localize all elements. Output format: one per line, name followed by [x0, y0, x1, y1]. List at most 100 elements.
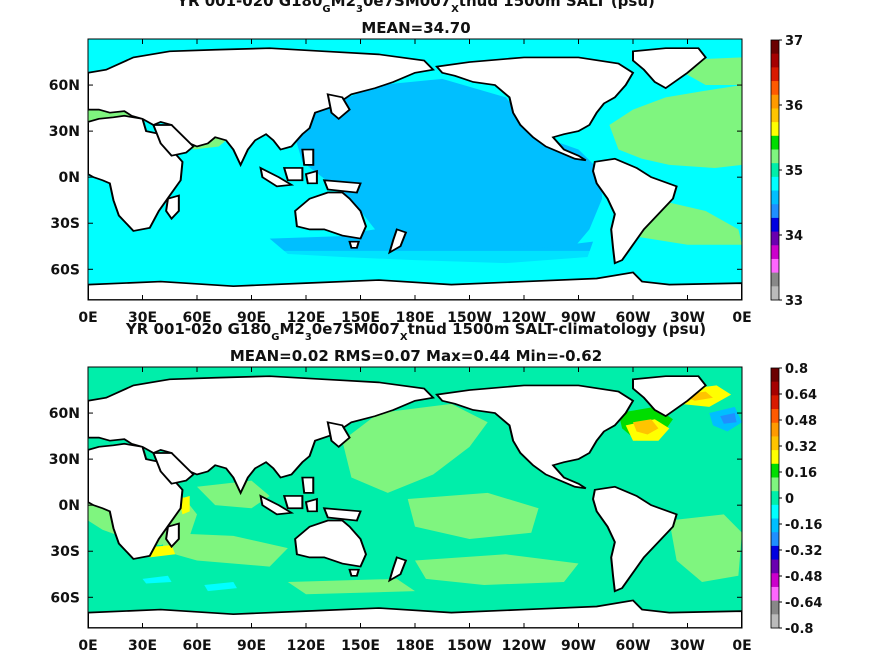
x-tick-label: 0E: [78, 310, 97, 326]
top-y-axis: 60N 30N 0N 30S 60S: [49, 78, 742, 278]
colorbar-segment: [771, 135, 779, 150]
colorbar-segment: [771, 258, 779, 274]
y-tick-label: 30S: [50, 544, 80, 560]
bottom-colorbar: 0.8 0.64 0.48 0.32 0.16 0 -0.16 -0.32 -0.48 -0.64…: [770, 362, 822, 637]
y-tick-label: 60N: [49, 78, 80, 94]
colorbar-segment: [771, 176, 779, 192]
colorbar-segment: [771, 204, 779, 219]
x-tick-label: 180E: [396, 310, 435, 326]
colorbar-label: 37: [785, 34, 803, 49]
colorbar-segment: [771, 163, 779, 178]
colorbar-segment: [771, 149, 779, 164]
bottom-y-axis: 60N 30N 0N 30S 60S: [49, 406, 742, 606]
colorbar-segment: [771, 40, 779, 55]
x-tick-label: 60W: [616, 310, 651, 326]
colorbar-segment: [771, 436, 779, 451]
colorbar-segment: [771, 395, 779, 410]
colorbar-label: 33: [785, 294, 803, 309]
colorbar-segment: [771, 600, 779, 615]
top-subtitle: MEAN=34.70: [361, 19, 470, 37]
x-tick-label: 180E: [396, 638, 435, 654]
y-tick-label: 0N: [59, 170, 80, 186]
colorbar-label: 0.48: [785, 414, 817, 429]
y-tick-label: 60N: [49, 406, 80, 422]
x-tick-label: 0E: [78, 638, 97, 654]
colorbar-label: 0.64: [785, 388, 817, 403]
bottom-subtitle: MEAN=0.02 RMS=0.07 Max=0.44 Min=-0.62: [230, 347, 602, 365]
y-tick-label: 30N: [49, 452, 80, 468]
colorbar-segment: [771, 518, 779, 533]
top-panel: YR 001-020 G180GM230e7SM007Xtnud 1500m S…: [49, 0, 803, 326]
colorbar-segment: [771, 81, 779, 96]
bottom-panel: YR 001-020 G180GM230e7SM007Xtnud 1500m S…: [49, 320, 823, 654]
colorbar-label: 35: [785, 164, 803, 179]
colorbar-label: 0.32: [785, 440, 817, 455]
x-tick-label: 150W: [447, 638, 492, 654]
colorbar-label: 34: [785, 229, 803, 244]
colorbar-label: -0.8: [785, 622, 813, 637]
colorbar-segment: [771, 463, 779, 478]
x-tick-label: 60E: [182, 310, 211, 326]
y-tick-label: 30S: [50, 216, 80, 232]
top-map: [87, 38, 743, 301]
colorbar-label: 0.8: [785, 362, 808, 377]
colorbar-segment: [771, 122, 779, 137]
x-tick-label: 30W: [670, 310, 705, 326]
colorbar-label: -0.32: [785, 544, 822, 559]
colorbar-segment: [771, 532, 779, 547]
colorbar-segment: [771, 409, 779, 424]
colorbar-segment: [771, 217, 779, 233]
x-tick-label: 120E: [287, 638, 326, 654]
colorbar-segment: [771, 504, 779, 520]
bottom-map: [87, 366, 743, 629]
x-tick-label: 60W: [616, 638, 651, 654]
x-tick-label: 60E: [182, 638, 211, 654]
colorbar-label: 36: [785, 99, 803, 114]
x-tick-label: 150E: [341, 310, 380, 326]
y-tick-label: 30N: [49, 124, 80, 140]
colorbar-segment: [771, 94, 779, 109]
colorbar-segment: [771, 245, 779, 260]
x-tick-label: 0E: [732, 638, 751, 654]
x-tick-label: 90E: [237, 310, 266, 326]
x-tick-label: 90W: [561, 310, 596, 326]
colorbar-label: 0.16: [785, 466, 817, 481]
y-tick-label: 0N: [59, 498, 80, 514]
colorbar-segment: [771, 450, 779, 465]
colorbar-segment: [771, 381, 779, 396]
colorbar-segment: [771, 190, 779, 205]
y-tick-label: 60S: [50, 262, 80, 278]
colorbar-label: 0: [785, 492, 794, 507]
colorbar-segment: [771, 286, 779, 301]
x-tick-label: 120W: [502, 638, 547, 654]
colorbar-segment: [771, 272, 779, 287]
x-tick-label: 90W: [561, 638, 596, 654]
x-tick-label: 30E: [128, 638, 157, 654]
top-x-axis: 0E 30E 60E 90E 120E 150E 180E 150W 120W 90W 60W 30W…: [78, 39, 752, 326]
colorbar-segment: [771, 614, 779, 629]
x-tick-label: 150E: [341, 638, 380, 654]
colorbar-segment: [771, 545, 779, 561]
top-colorbar: 37 36 35 34 33: [770, 34, 803, 309]
bottom-x-axis: 0E 30E 60E 90E 120E 150E 180E 150W 120W 90W 60W 30W…: [78, 367, 752, 654]
colorbar-label: -0.16: [785, 518, 822, 533]
x-tick-label: 0E: [732, 310, 751, 326]
x-tick-label: 120E: [287, 310, 326, 326]
colorbar-label: -0.64: [785, 596, 822, 611]
colorbar-segment: [771, 559, 779, 574]
x-tick-label: 30W: [670, 638, 705, 654]
y-tick-label: 60S: [50, 590, 80, 606]
top-title: YR 001-020 G180GM230e7SM007Xtnud 1500m S…: [176, 0, 655, 15]
colorbar-segment: [771, 368, 779, 383]
colorbar-label: -0.48: [785, 570, 822, 585]
colorbar-segment: [771, 477, 779, 492]
colorbar-segment: [771, 586, 779, 602]
bottom-title: YR 001-020 G180GM230e7SM007Xtnud 1500m S…: [125, 320, 706, 343]
colorbar-segment: [771, 422, 779, 437]
colorbar-segment: [771, 491, 779, 506]
colorbar-segment: [771, 573, 779, 588]
x-tick-label: 30E: [128, 310, 157, 326]
x-tick-label: 150W: [447, 310, 492, 326]
colorbar-segment: [771, 231, 779, 246]
